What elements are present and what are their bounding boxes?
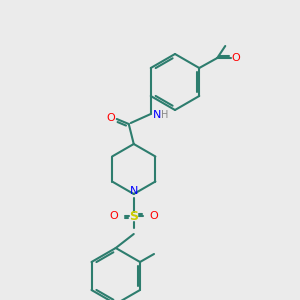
Text: H: H bbox=[161, 110, 168, 120]
Text: N: N bbox=[153, 110, 161, 120]
Text: N: N bbox=[130, 186, 138, 196]
Text: O: O bbox=[232, 53, 241, 63]
Text: O: O bbox=[106, 113, 115, 123]
Text: S: S bbox=[129, 209, 138, 223]
Text: O: O bbox=[149, 211, 158, 221]
Text: O: O bbox=[110, 211, 118, 221]
